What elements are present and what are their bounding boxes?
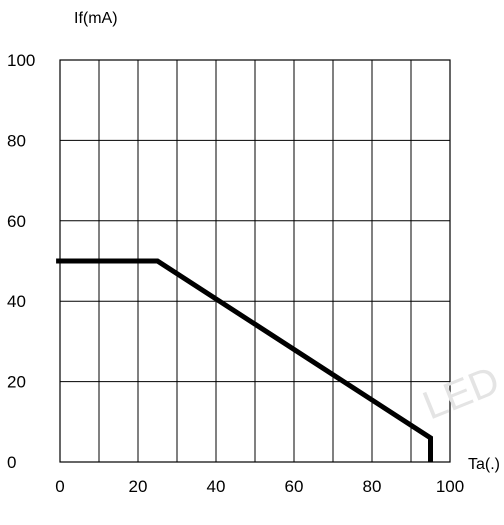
- x-tick-label: 0: [55, 477, 64, 496]
- x-tick-label: 80: [363, 477, 382, 496]
- grid: [60, 60, 450, 462]
- x-tick-label: 100: [436, 477, 464, 496]
- y-tick-label: 40: [7, 292, 26, 311]
- x-tick-label: 60: [285, 477, 304, 496]
- y-tick-label: 100: [7, 51, 35, 70]
- y-tick-label: 0: [7, 453, 16, 472]
- series-group: [56, 258, 433, 462]
- watermark: LED: [417, 358, 504, 428]
- x-tick-labels: 0 20 40 60 80 100: [55, 477, 464, 496]
- y-tick-labels: 0 20 40 60 80 100: [7, 51, 35, 472]
- y-tick-label: 80: [7, 131, 26, 150]
- y-axis-label: If(mA): [74, 10, 118, 27]
- x-tick-label: 40: [207, 477, 226, 496]
- y-tick-label: 20: [7, 373, 26, 392]
- series-line-1: [56, 258, 433, 462]
- x-tick-label: 20: [129, 477, 148, 496]
- x-axis-label: Ta(.): [468, 456, 500, 473]
- y-tick-label: 60: [7, 212, 26, 231]
